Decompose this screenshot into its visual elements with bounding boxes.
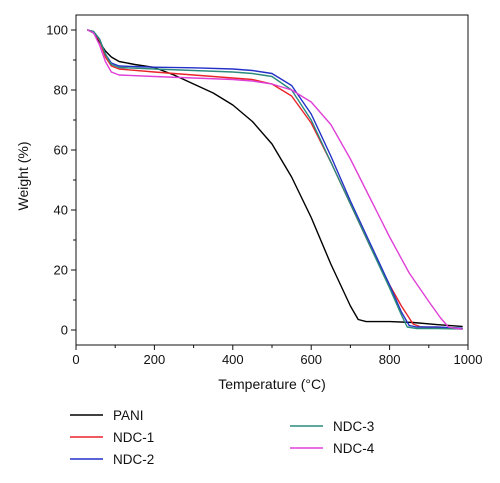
x-axis-title: Temperature (°C) (218, 376, 326, 392)
series-line-ndc-3 (87, 29, 463, 330)
series-line-pani (87, 29, 463, 328)
series-line-ndc-4 (87, 29, 463, 330)
series-line-ndc-2 (87, 29, 463, 329)
y-tick-label: 60 (54, 143, 68, 158)
x-tick-label: 1000 (454, 352, 483, 367)
series-layer (87, 29, 463, 330)
legend-label-ndc-1: NDC-1 (113, 430, 154, 445)
x-tick-label: 800 (379, 352, 401, 367)
x-tick-label: 200 (144, 352, 166, 367)
legend-label-ndc-3: NDC-3 (333, 419, 374, 434)
y-tick-label: 40 (54, 203, 68, 218)
y-tick-label: 80 (54, 83, 68, 98)
y-tick-label: 0 (61, 323, 68, 338)
legend-label-ndc-2: NDC-2 (113, 452, 154, 467)
y-axis-title: Weight (%) (15, 142, 31, 211)
x-tick-label: 0 (72, 352, 79, 367)
x-tick-label: 400 (222, 352, 244, 367)
legend-label-ndc-4: NDC-4 (333, 441, 375, 456)
series-line-ndc-1 (87, 29, 463, 330)
axes-layer: 0 200 400 600 800 1000 0 20 40 60 80 100 (46, 23, 482, 368)
x-tick-label: 600 (300, 352, 322, 367)
legend: PANI NDC-1 NDC-2 NDC-3 NDC-4 (70, 408, 375, 467)
y-tick-label: 100 (46, 23, 68, 38)
legend-label-pani: PANI (113, 408, 144, 423)
y-tick-label: 20 (54, 263, 68, 278)
